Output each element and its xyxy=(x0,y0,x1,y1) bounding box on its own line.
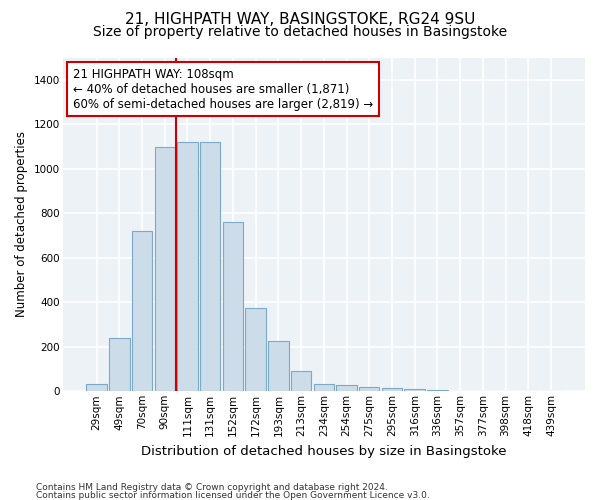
Bar xyxy=(86,384,107,392)
Bar xyxy=(291,371,311,392)
Y-axis label: Number of detached properties: Number of detached properties xyxy=(15,132,28,318)
Text: Contains HM Land Registry data © Crown copyright and database right 2024.: Contains HM Land Registry data © Crown c… xyxy=(36,484,388,492)
X-axis label: Distribution of detached houses by size in Basingstoke: Distribution of detached houses by size … xyxy=(141,444,506,458)
Bar xyxy=(200,142,220,392)
Bar xyxy=(177,142,197,392)
Bar xyxy=(359,387,379,392)
Text: Size of property relative to detached houses in Basingstoke: Size of property relative to detached ho… xyxy=(93,25,507,39)
Bar xyxy=(132,231,152,392)
Bar xyxy=(404,389,425,392)
Bar xyxy=(223,222,243,392)
Bar xyxy=(314,384,334,392)
Text: Contains public sector information licensed under the Open Government Licence v3: Contains public sector information licen… xyxy=(36,490,430,500)
Bar xyxy=(336,386,357,392)
Text: 21, HIGHPATH WAY, BASINGSTOKE, RG24 9SU: 21, HIGHPATH WAY, BASINGSTOKE, RG24 9SU xyxy=(125,12,475,28)
Bar xyxy=(268,341,289,392)
Bar xyxy=(382,388,402,392)
Bar xyxy=(155,146,175,392)
Bar xyxy=(427,390,448,392)
Bar xyxy=(109,338,130,392)
Bar xyxy=(245,308,266,392)
Text: 21 HIGHPATH WAY: 108sqm
← 40% of detached houses are smaller (1,871)
60% of semi: 21 HIGHPATH WAY: 108sqm ← 40% of detache… xyxy=(73,68,373,110)
